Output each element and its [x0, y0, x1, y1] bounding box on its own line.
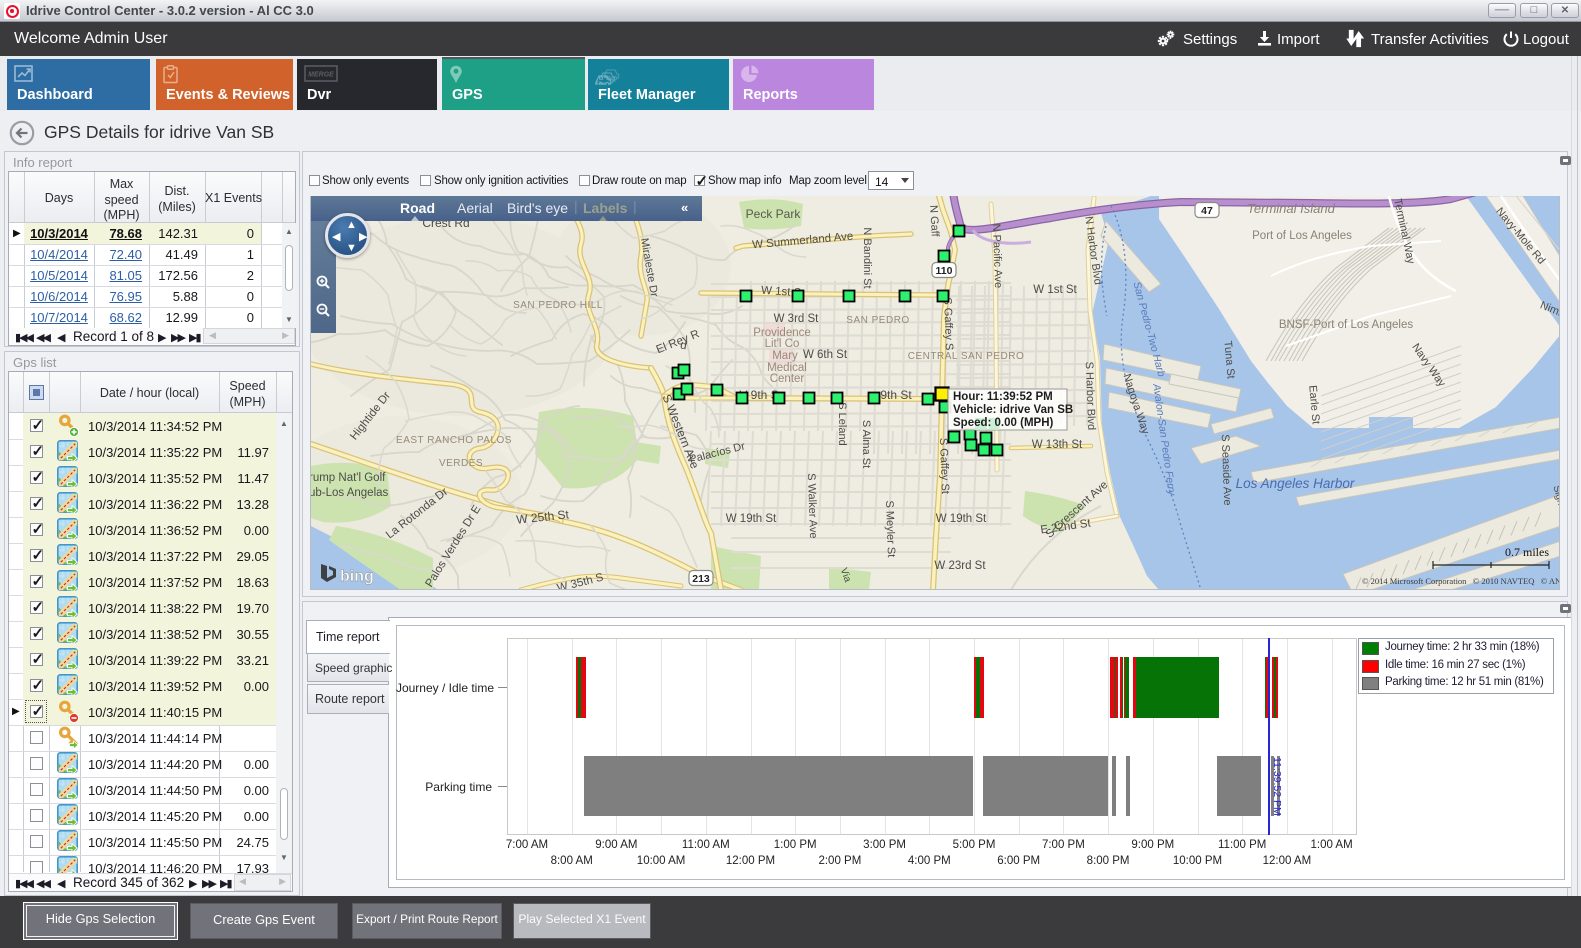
svg-text:N Bandini St: N Bandini St — [861, 227, 873, 288]
svg-text:S Harbor Blvd: S Harbor Blvd — [1083, 361, 1097, 430]
svg-text:Providence: Providence — [753, 327, 811, 339]
svg-text:Peck Park: Peck Park — [746, 207, 802, 221]
svg-text:9th St: 9th St — [880, 388, 912, 402]
svg-text:Lit'l Co: Lit'l Co — [765, 338, 800, 350]
svg-text:W 23rd St: W 23rd St — [934, 560, 986, 572]
svg-text:W 25th St: W 25th St — [516, 507, 571, 527]
svg-text:S Seaside Ave: S Seaside Ave — [1219, 434, 1233, 506]
svg-text:MERGE: MERGE — [308, 72, 334, 79]
svg-text:S Leland: S Leland — [836, 402, 848, 445]
svg-text:Earle St: Earle St — [1306, 385, 1321, 425]
svg-text:rump Nat'l Golf: rump Nat'l Golf — [311, 472, 386, 484]
svg-text:W 19th St: W 19th St — [936, 513, 987, 525]
svg-text:Tuna St: Tuna St — [1221, 340, 1236, 379]
svg-text:Vehicle: idrive Van SB: Vehicle: idrive Van SB — [953, 404, 1073, 416]
svg-text:BNSF-Port of Los Angeles: BNSF-Port of Los Angeles — [1279, 319, 1413, 331]
svg-text:SAN PEDRO HILL: SAN PEDRO HILL — [513, 300, 603, 311]
svg-text:V 9th S: V 9th S — [739, 388, 778, 402]
svg-text:Center: Center — [770, 373, 805, 385]
svg-text:CENTRAL SAN PEDRO: CENTRAL SAN PEDRO — [908, 351, 1024, 362]
svg-text:W 6th St: W 6th St — [803, 349, 848, 361]
svg-text:N Gaff: N Gaff — [927, 205, 941, 238]
svg-text:W 3rd St: W 3rd St — [774, 313, 820, 325]
svg-text:Sign: Sign — [1551, 484, 1560, 506]
svg-text:Medical: Medical — [767, 362, 807, 374]
svg-text:SAN PEDRO: SAN PEDRO — [846, 315, 909, 326]
svg-text:Mary: Mary — [772, 350, 798, 362]
svg-text:EAST RANCHO PALOS: EAST RANCHO PALOS — [396, 435, 512, 446]
svg-text:bing: bing — [340, 568, 374, 585]
svg-text:0.7 miles: 0.7 miles — [1505, 545, 1549, 559]
svg-text:S Gaffey St: S Gaffey St — [937, 438, 951, 494]
svg-text:Speed: 0.00 (MPH): Speed: 0.00 (MPH) — [953, 417, 1053, 429]
svg-text:© 2014 Microsoft Corporation: © 2014 Microsoft Corporation © 2010 NAVT… — [1362, 576, 1560, 586]
svg-text:47: 47 — [1201, 205, 1213, 217]
svg-text:W 1st St: W 1st St — [1033, 284, 1077, 296]
svg-text:Via: Via — [838, 567, 853, 585]
svg-text:S Meyler St: S Meyler St — [883, 500, 897, 557]
svg-text:N Pacific Ave: N Pacific Ave — [990, 223, 1004, 288]
svg-text:W 13th St: W 13th St — [1032, 439, 1083, 451]
svg-text:ub-Los Angelas: ub-Los Angelas — [311, 487, 389, 499]
svg-text:VERDES: VERDES — [439, 458, 483, 469]
svg-text:d: d — [679, 340, 687, 353]
svg-text:W 19th St: W 19th St — [726, 513, 777, 525]
svg-text:213: 213 — [692, 573, 710, 585]
svg-text:Port of Los Angeles: Port of Los Angeles — [1252, 230, 1352, 242]
svg-text:Terminal Island: Terminal Island — [1247, 201, 1335, 216]
svg-text:Hour: 11:39:52 PM: Hour: 11:39:52 PM — [953, 391, 1053, 403]
svg-text:S Gaffey S: S Gaffey S — [941, 297, 955, 350]
svg-text:110: 110 — [936, 265, 953, 277]
svg-text:S Alma St: S Alma St — [860, 420, 872, 468]
svg-text:S Walker Ave: S Walker Ave — [805, 473, 819, 539]
svg-text:Los Angeles Harbor: Los Angeles Harbor — [1236, 476, 1355, 491]
